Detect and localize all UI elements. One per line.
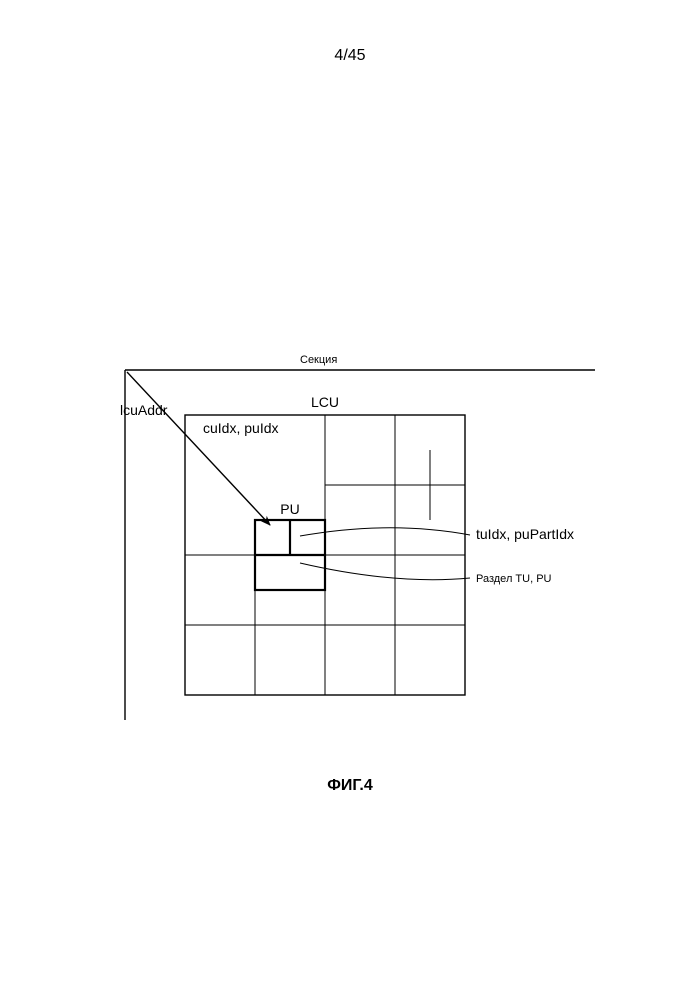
lcu-addr-label: lcuAddr (120, 402, 168, 418)
figure-caption: ФИГ.4 (327, 777, 373, 794)
cuidx-label: cuIdx, puIdx (203, 420, 279, 436)
tupart-label: Раздел TU, PU (476, 573, 552, 585)
section-label: Секция (300, 354, 337, 366)
page-header: 4/45 (334, 47, 365, 64)
pu-block (255, 520, 325, 590)
lcu-label: LCU (311, 394, 339, 410)
lcu-addr-arrow (127, 372, 270, 525)
tuidx-label: tuIdx, puPartIdx (476, 526, 574, 542)
pu-label: PU (280, 501, 299, 517)
tr-sub-block (395, 450, 465, 520)
figure-svg: 4/45 Секция lcuAddr LCU cuIdx, puIdx PU … (0, 0, 700, 999)
